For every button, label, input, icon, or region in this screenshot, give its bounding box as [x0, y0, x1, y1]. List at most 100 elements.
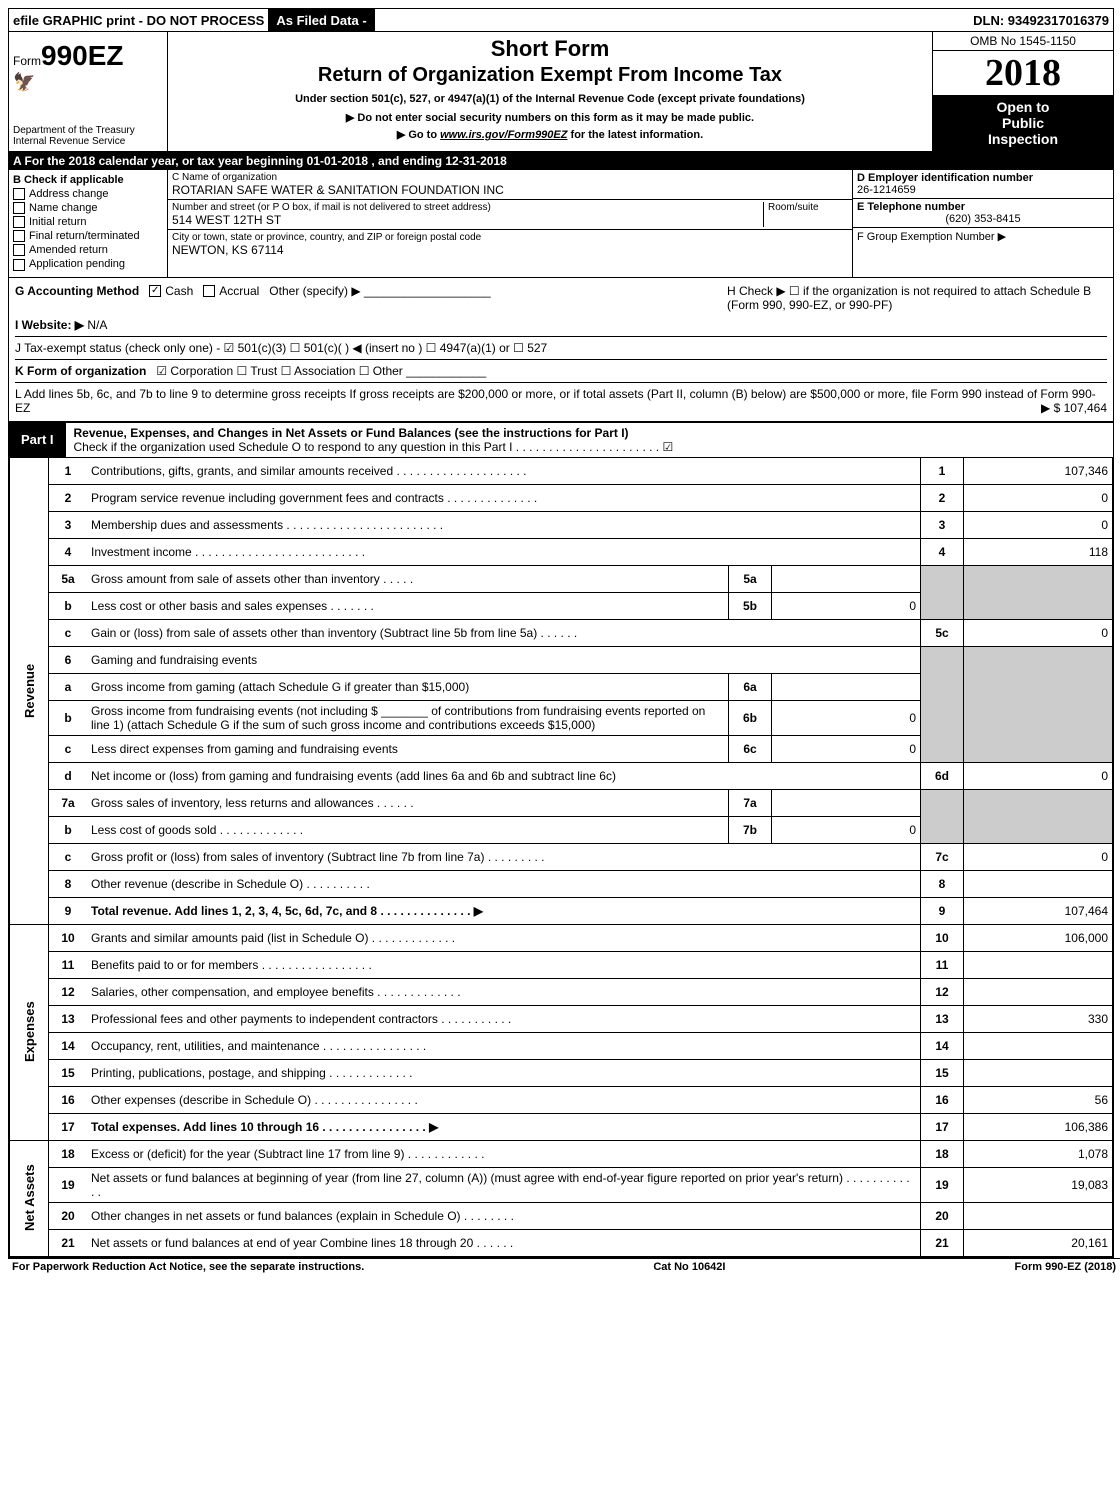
f-row: F Group Exemption Number ▶ [853, 228, 1113, 245]
footer-paperwork: For Paperwork Reduction Act Notice, see … [12, 1261, 364, 1273]
efile-text: efile GRAPHIC print - DO NOT PROCESS [9, 9, 268, 31]
header-row: Form990EZ 🦅 Department of the Treasury I… [9, 32, 1113, 152]
table-row: Revenue 1 Contributions, gifts, grants, … [10, 457, 1113, 484]
c-name-label: C Name of organization [172, 172, 848, 183]
table-row: d Net income or (loss) from gaming and f… [10, 762, 1113, 789]
l-gross-receipts: L Add lines 5b, 6c, and 7b to line 9 to … [15, 382, 1107, 415]
public: Public [937, 115, 1109, 131]
table-row: 6 Gaming and fundraising events [10, 646, 1113, 673]
column-b: B Check if applicable Address change Nam… [9, 170, 168, 277]
part1-title: Revenue, Expenses, and Changes in Net As… [66, 422, 1113, 457]
table-row: 4 Investment income . . . . . . . . . . … [10, 538, 1113, 565]
opt-amended-return[interactable]: Amended return [13, 244, 163, 256]
j-tax-exempt: J Tax-exempt status (check only one) - ☑… [15, 336, 1107, 360]
h-check: H Check ▶ ☐ if the organization is not r… [727, 284, 1107, 312]
footer-form: Form 990-EZ (2018) [1015, 1261, 1116, 1273]
eagle-icon: 🦅 [13, 72, 163, 93]
treasury-line1: Department of the Treasury [13, 125, 163, 136]
table-row: 15 Printing, publications, postage, and … [10, 1059, 1113, 1086]
row-a: A For the 2018 calendar year, or tax yea… [9, 152, 1113, 170]
irs-link[interactable]: www.irs.gov/Form990EZ [440, 129, 567, 141]
g-accrual-checkbox[interactable] [203, 285, 215, 297]
e-value: (620) 353-8415 [857, 213, 1109, 225]
side-revenue: Revenue [10, 457, 49, 924]
table-row: c Gross profit or (loss) from sales of i… [10, 843, 1113, 870]
column-def: D Employer identification number 26-1214… [852, 170, 1113, 277]
table-row: 21 Net assets or fund balances at end of… [10, 1229, 1113, 1256]
part1-label: Part I [9, 429, 66, 450]
header-center: Short Form Return of Organization Exempt… [168, 32, 932, 151]
open-public-box: Open to Public Inspection [933, 95, 1113, 151]
opt-final-return[interactable]: Final return/terminated [13, 230, 163, 242]
inspection: Inspection [937, 131, 1109, 147]
c-room-label: Room/suite [768, 202, 848, 213]
g-cash-checkbox[interactable]: ✓ [149, 285, 161, 297]
l-amount: ▶ $ 107,464 [1041, 401, 1107, 415]
lines-table: Revenue 1 Contributions, gifts, grants, … [9, 457, 1113, 1257]
top-bar: efile GRAPHIC print - DO NOT PROCESS As … [9, 9, 1113, 32]
d-row: D Employer identification number 26-1214… [853, 170, 1113, 199]
table-row: 13 Professional fees and other payments … [10, 1005, 1113, 1032]
footer-cat: Cat No 10642I [653, 1261, 725, 1273]
f-label: F Group Exemption Number ▶ [857, 230, 1109, 243]
opt-initial-return[interactable]: Initial return [13, 216, 163, 228]
form-number: 990EZ [41, 40, 124, 71]
as-filed-text: As Filed Data - [268, 9, 374, 31]
c-name-row: C Name of organization ROTARIAN SAFE WAT… [168, 170, 852, 200]
table-row: 9 Total revenue. Add lines 1, 2, 3, 4, 5… [10, 897, 1113, 924]
i-website: I Website: ▶ N/A [15, 318, 1107, 332]
table-row: 2 Program service revenue including gove… [10, 484, 1113, 511]
c-city-label: City or town, state or province, country… [172, 232, 848, 243]
under-section: Under section 501(c), 527, or 4947(a)(1)… [176, 93, 924, 105]
footer-row: For Paperwork Reduction Act Notice, see … [8, 1258, 1120, 1275]
k-form-org: K Form of organization ☑ Corporation ☐ T… [15, 364, 1107, 378]
opt-application-pending[interactable]: Application pending [13, 258, 163, 270]
treasury-lines: Department of the Treasury Internal Reve… [13, 125, 163, 147]
short-form-title: Short Form [176, 36, 924, 62]
e-row: E Telephone number (620) 353-8415 [853, 199, 1113, 228]
c-street-label: Number and street (or P O box, if mail i… [172, 202, 763, 213]
tax-year: 2018 [933, 51, 1113, 95]
table-row: Net Assets 18 Excess or (deficit) for th… [10, 1140, 1113, 1167]
c-street-row: Number and street (or P O box, if mail i… [168, 200, 852, 230]
goto-line: ▶ Go to www.irs.gov/Form990EZ for the la… [176, 128, 924, 141]
warn-ssn: ▶ Do not enter social security numbers o… [176, 111, 924, 124]
c-city-row: City or town, state or province, country… [168, 230, 852, 259]
side-expenses: Expenses [10, 924, 49, 1140]
open-to: Open to [937, 99, 1109, 115]
header-right: OMB No 1545-1150 2018 Open to Public Ins… [932, 32, 1113, 151]
table-row: 7a Gross sales of inventory, less return… [10, 789, 1113, 816]
table-row: 12 Salaries, other compensation, and emp… [10, 978, 1113, 1005]
table-row: 20 Other changes in net assets or fund b… [10, 1202, 1113, 1229]
form-prefix: Form [13, 54, 41, 68]
table-row: c Gain or (loss) from sale of assets oth… [10, 619, 1113, 646]
table-row: 5a Gross amount from sale of assets othe… [10, 565, 1113, 592]
table-row: 17 Total expenses. Add lines 10 through … [10, 1113, 1113, 1140]
header-left: Form990EZ 🦅 Department of the Treasury I… [9, 32, 168, 151]
part1-header: Part I Revenue, Expenses, and Changes in… [9, 422, 1113, 457]
c-name-value: ROTARIAN SAFE WATER & SANITATION FOUNDAT… [172, 183, 848, 197]
b-title: B Check if applicable [13, 174, 163, 186]
d-value: 26-1214659 [857, 184, 1109, 196]
table-row: Expenses 10 Grants and similar amounts p… [10, 924, 1113, 951]
d-label: D Employer identification number [857, 172, 1109, 184]
i-website-value: N/A [87, 318, 107, 332]
table-row: 11 Benefits paid to or for members . . .… [10, 951, 1113, 978]
table-row: 14 Occupancy, rent, utilities, and maint… [10, 1032, 1113, 1059]
c-street-value: 514 WEST 12TH ST [172, 213, 763, 227]
table-row: 19 Net assets or fund balances at beginn… [10, 1167, 1113, 1202]
column-c: C Name of organization ROTARIAN SAFE WAT… [168, 170, 852, 277]
c-city-value: NEWTON, KS 67114 [172, 243, 848, 257]
opt-address-change[interactable]: Address change [13, 188, 163, 200]
e-label: E Telephone number [857, 201, 1109, 213]
dln-text: DLN: 93492317016379 [969, 9, 1113, 31]
table-row: 8 Other revenue (describe in Schedule O)… [10, 870, 1113, 897]
opt-name-change[interactable]: Name change [13, 202, 163, 214]
omb-number: OMB No 1545-1150 [933, 32, 1113, 51]
side-netassets: Net Assets [10, 1140, 49, 1256]
form-990ez-container: efile GRAPHIC print - DO NOT PROCESS As … [8, 8, 1114, 1258]
g-accounting: G Accounting Method ✓Cash Accrual Other … [15, 284, 727, 312]
form-number-block: Form990EZ [13, 40, 163, 72]
table-row: 16 Other expenses (describe in Schedule … [10, 1086, 1113, 1113]
treasury-line2: Internal Revenue Service [13, 136, 163, 147]
